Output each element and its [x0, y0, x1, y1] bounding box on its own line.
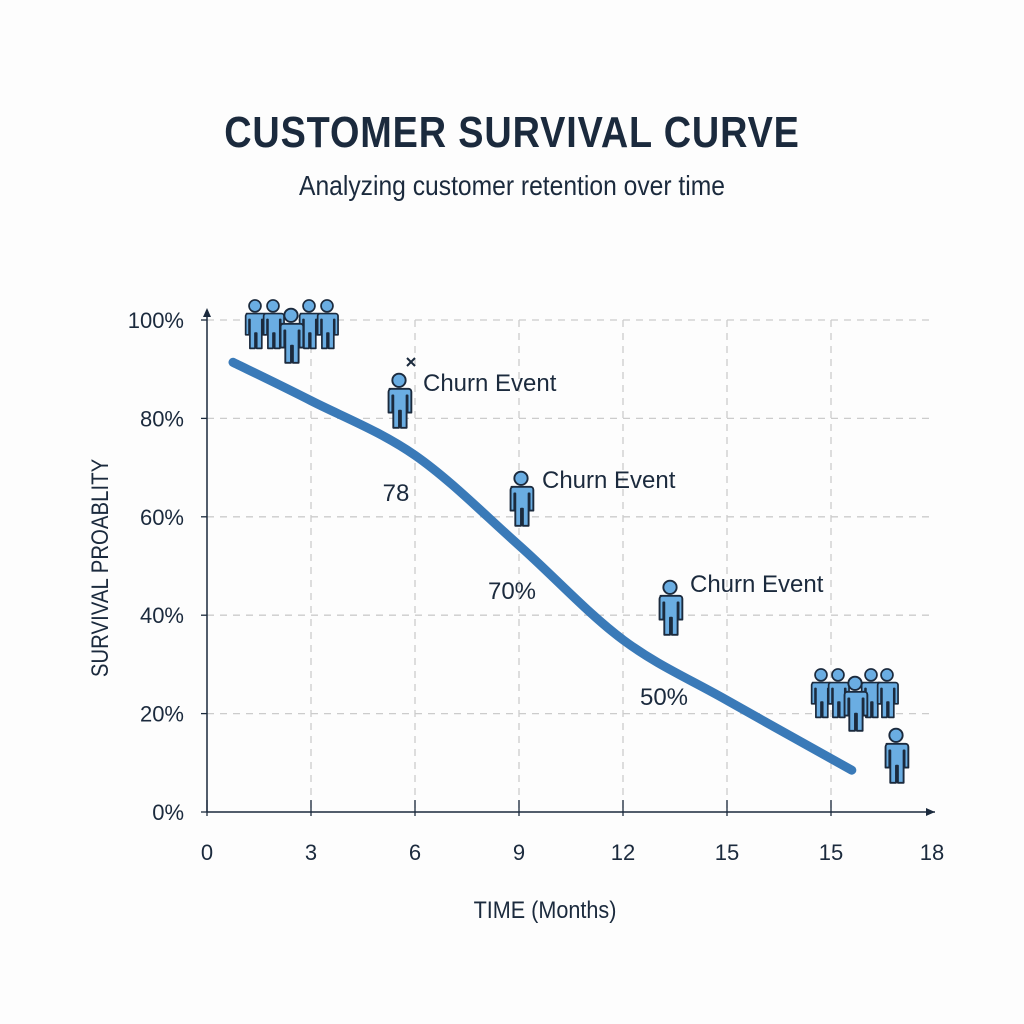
churned-person-icon — [387, 372, 413, 429]
churn-event-label: Churn Event — [690, 571, 824, 598]
x-axis-label: TIME (Months) — [474, 896, 617, 923]
chart-subtitle: Analyzing customer retention over time — [299, 170, 725, 201]
churn-event-label: Churn Event — [542, 467, 676, 494]
value-annotation: 50% — [640, 684, 688, 711]
y-tick-label: 80% — [140, 406, 184, 431]
churn-x-icon — [406, 357, 416, 367]
x-axis-arrow-icon — [926, 808, 935, 816]
x-tick-label: 15 — [715, 840, 739, 865]
survival-curve — [228, 357, 857, 775]
value-annotation: 70% — [488, 578, 536, 605]
y-tick-label: 20% — [140, 702, 184, 727]
x-tick-label: 3 — [305, 840, 317, 865]
x-tick-label: 0 — [201, 840, 213, 865]
x-tick-label: 9 — [513, 840, 525, 865]
y-tick-label: 100% — [128, 308, 184, 333]
y-tick-label: 0% — [152, 800, 184, 825]
customer-group-person-icon — [316, 299, 339, 350]
x-tick-label: 18 — [920, 840, 944, 865]
churn-event-label: Churn Event — [423, 370, 557, 397]
churned-person-icon — [509, 470, 535, 527]
y-axis-arrow-icon — [203, 308, 211, 317]
x-tick-label: 12 — [611, 840, 635, 865]
y-axis-label: SURVIVAL PROABLITY — [86, 459, 113, 677]
x-tick-label: 6 — [409, 840, 421, 865]
remaining-group-person-icon — [876, 668, 899, 719]
churned-person-icon — [658, 579, 684, 636]
remaining-person-icon — [884, 727, 910, 784]
x-tick-label: 15 — [819, 840, 843, 865]
y-tick-label: 60% — [140, 505, 184, 530]
y-tick-label: 40% — [140, 603, 184, 628]
chart-title: CUSTOMER SURVIVAL CURVE — [224, 108, 800, 157]
value-annotation: 78 — [383, 480, 410, 507]
